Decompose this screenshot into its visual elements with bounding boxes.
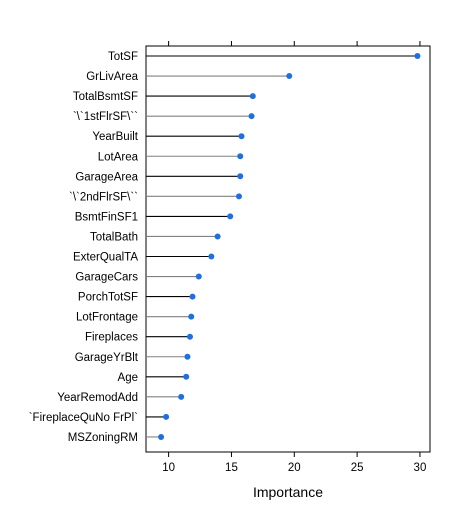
point-19	[158, 433, 165, 440]
points-group	[158, 53, 421, 440]
point-14	[186, 333, 193, 340]
point-6	[237, 173, 244, 180]
point-13	[188, 313, 195, 320]
category-label-14: Fireplaces	[85, 332, 138, 344]
stems-group	[146, 55, 418, 438]
x-tick-label-2: 20	[288, 462, 301, 474]
point-11	[195, 273, 202, 280]
category-label-4: YearBuilt	[92, 131, 138, 143]
point-7	[235, 193, 242, 200]
point-4	[238, 133, 245, 140]
category-label-12: PorchTotSF	[78, 292, 138, 304]
category-label-1: GrLivArea	[86, 71, 138, 83]
point-2	[249, 93, 256, 100]
point-15	[184, 353, 191, 360]
point-5	[237, 153, 244, 160]
category-label-17: YearRemodAdd	[57, 392, 138, 404]
ticks-group: 10 15 20 25 30	[162, 41, 426, 474]
category-label-18: `FireplaceQuNo FrPl`	[29, 412, 138, 424]
category-label-13: LotFrontage	[76, 312, 138, 324]
category-label-9: TotalBath	[90, 231, 138, 243]
category-label-5: LotArea	[98, 151, 139, 163]
category-label-0: TotSF	[108, 51, 138, 63]
point-10	[208, 253, 215, 260]
point-1	[286, 73, 293, 80]
x-axis-title: Importance	[253, 484, 323, 500]
point-16	[183, 373, 190, 380]
point-17	[178, 393, 185, 400]
point-3	[248, 113, 255, 120]
point-9	[214, 233, 221, 240]
category-label-6: GarageArea	[75, 171, 138, 183]
category-label-11: GarageCars	[75, 272, 138, 284]
category-label-19: MSZoningRM	[68, 432, 138, 444]
x-tick-label-3: 25	[351, 462, 364, 474]
category-label-8: BsmtFinSF1	[75, 211, 138, 223]
point-8	[227, 213, 234, 220]
point-12	[189, 293, 196, 300]
category-label-10: ExterQualTA	[73, 252, 138, 264]
point-18	[163, 413, 170, 420]
category-label-7: `\`2ndFlrSF\``	[69, 191, 138, 203]
x-tick-label-1: 15	[225, 462, 238, 474]
x-tick-label-4: 30	[414, 462, 427, 474]
category-label-15: GarageYrBlt	[75, 352, 139, 364]
x-tick-label-0: 10	[162, 462, 175, 474]
category-labels-group: TotSF GrLivArea TotalBsmtSF `\`1stFlrSF\`` Y…	[29, 51, 139, 444]
category-label-3: `\`1stFlrSF\``	[73, 111, 138, 123]
category-label-2: TotalBsmtSF	[73, 91, 138, 103]
plot-frame	[145, 45, 431, 453]
point-0	[414, 53, 421, 59]
category-label-16: Age	[118, 372, 138, 384]
